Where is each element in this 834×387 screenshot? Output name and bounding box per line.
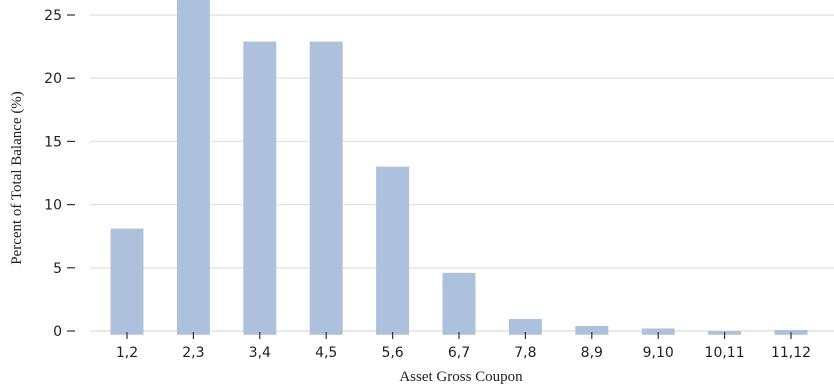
y-tick-label: 25 [44, 8, 62, 24]
y-tick-label: 20 [44, 71, 62, 87]
y-axis-title: Percent of Total Balance (%) [9, 91, 25, 265]
y-tick-label: 0 [53, 324, 62, 340]
x-tick-label: 4,5 [315, 345, 337, 361]
x-axis-title: Asset Gross Coupon [399, 369, 523, 385]
bar [110, 228, 144, 335]
bar [376, 166, 410, 335]
x-tick-label: 3,4 [249, 345, 271, 361]
y-axis: 0 5 10 15 20 25 [44, 8, 75, 340]
x-tick-label: 9,10 [643, 345, 674, 361]
bar [243, 41, 277, 335]
x-axis: 1,2 2,3 3,4 4,5 5,6 6,7 7,8 8,9 9,10 10,11 11,12 [116, 332, 811, 361]
bar [575, 325, 609, 335]
bars [110, 0, 808, 335]
x-tick-label: 7,8 [514, 345, 536, 361]
bar [309, 41, 343, 335]
x-tick-label: 11,12 [771, 345, 811, 361]
bar [176, 0, 210, 335]
x-tick-label: 2,3 [182, 345, 204, 361]
y-tick-label: 10 [44, 198, 62, 214]
bar [442, 272, 476, 335]
x-tick-label: 10,11 [705, 345, 745, 361]
x-tick-label: 8,9 [581, 345, 603, 361]
y-tick-label: 15 [44, 134, 62, 150]
bar [508, 318, 542, 335]
x-tick-label: 5,6 [381, 345, 403, 361]
x-tick-label: 1,2 [116, 345, 138, 361]
bar [641, 328, 675, 335]
y-tick-label: 5 [53, 261, 62, 277]
x-tick-label: 6,7 [448, 345, 470, 361]
